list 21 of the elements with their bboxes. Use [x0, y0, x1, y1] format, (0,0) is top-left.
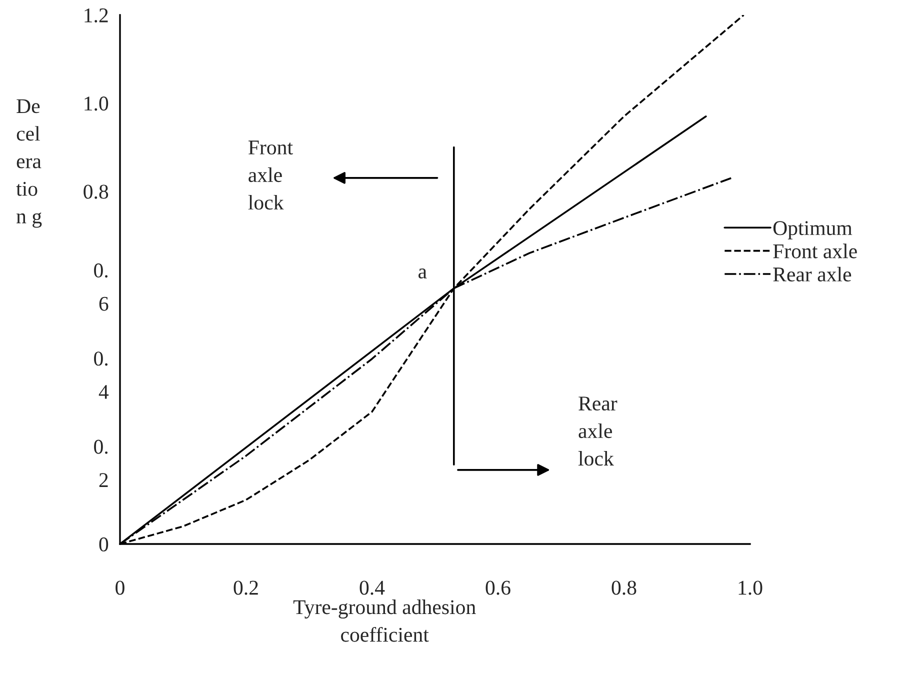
x-tick-label: 0 [116, 580, 124, 595]
legend-label: Front axle [773, 244, 857, 258]
y-axis-title: De cel era tio n g [16, 99, 42, 228]
x-tick-label: 0.4 [360, 580, 385, 595]
x-tick-label: 0.8 [612, 580, 636, 595]
y-tick-label: 0.8 [84, 184, 108, 199]
legend-label: Rear axle [773, 266, 852, 282]
annotation: Front axle lock [248, 140, 293, 210]
y-tick-label: 0. 4 [94, 352, 109, 399]
x-tick-label: 1.0 [738, 580, 762, 595]
y-tick-label: 1.0 [84, 96, 108, 111]
y-tick-label: 1.2 [84, 8, 108, 23]
x-tick-label: 0.2 [234, 580, 258, 595]
y-tick-label: 0. 6 [94, 263, 108, 311]
legend-label: Optimum [773, 221, 852, 240]
x-axis-title: Tyre-ground adhesion coefficient [293, 600, 476, 642]
x-tick-label: 0.6 [486, 580, 510, 595]
y-tick-label: 0 [99, 537, 108, 552]
annotation: Rear axle lock [578, 396, 618, 466]
y-tick-label: 0. 2 [94, 440, 108, 487]
annotation: a [418, 268, 427, 279]
